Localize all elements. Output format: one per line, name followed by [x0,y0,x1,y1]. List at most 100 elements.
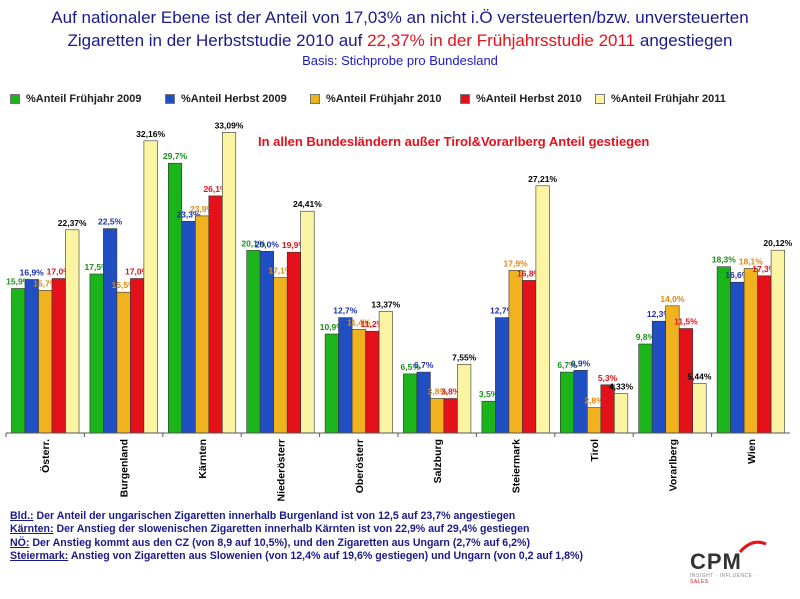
data-label-1-3: 17,0% [125,267,150,277]
data-label-9-4: 20,12% [763,238,792,248]
legend-item-5: %Anteil Frühjahr 2011 [595,93,726,105]
bar-2-2 [195,215,210,434]
bar-3-1 [259,251,275,434]
bar-2-1 [181,221,196,434]
bar-8-0 [638,343,653,434]
data-label-5-3: 3,8% [441,387,461,397]
footnote-key: Steiermark: [10,549,69,562]
bar-7-3 [600,384,615,434]
footnote-text: Der Anteil der ungarischen Zigaretten in… [33,510,516,522]
data-label-4-2: 11,4% [347,317,371,327]
data-label-3-3: 19,9% [282,240,307,250]
legend-item-1: %Anteil Frühjahr 2009 [10,93,142,105]
data-label-8-0: 9,8% [636,332,656,342]
bar-4-0 [324,333,339,434]
x-tick-label-4: Oberösterr [354,439,366,493]
data-label-9-2: 18,1% [739,257,764,267]
legend-item-2: %Anteil Herbst 2009 [165,93,287,105]
legend-item-3: %Anteil Frühjahr 2010 [310,93,442,105]
footnote-key: Kärnten: [10,523,54,536]
legend-swatch [595,94,605,105]
data-label-5-2: 3,8% [428,387,448,397]
footnote-text: Der Anstieg der slowenischen Zigaretten … [53,523,530,536]
data-label-9-0: 18,3% [712,255,737,265]
data-label-6-0: 3,5% [479,389,499,399]
data-label-4-1: 12,7% [333,306,358,316]
data-label-1-4: 32,16% [136,129,165,139]
data-label-2-4: 33,09% [215,120,244,130]
bar-6-1 [495,317,510,434]
data-label-1-2: 15,5% [112,280,137,290]
bar-9-1 [730,281,745,434]
bar-2-4 [222,132,237,434]
legend-swatch [165,94,175,105]
bar-4-1 [338,317,353,434]
title-line-2-suffix: angestiegen [635,31,733,50]
title-line-1: Auf nationaler Ebene ist der Anteil von … [51,8,749,27]
data-label-4-4: 13,37% [371,300,400,310]
bar-2-0 [168,162,183,434]
bar-5-3 [443,398,458,434]
data-label-4-0: 10,9% [320,322,345,332]
bar-3-2 [273,277,288,434]
legend-label: %Anteil Frühjahr 2011 [611,93,726,105]
data-label-0-2: 15,7% [33,278,58,288]
data-label-2-2: 23,9% [190,204,215,214]
x-tick-label-2: Kärnten [197,439,209,479]
title-line-2-highlight: 22,37% in der Frühjahrsstudie 2011 [367,31,636,50]
footnote-key: NÖ: [10,536,30,549]
bar-7-2 [586,407,602,434]
legend-swatch [310,94,320,105]
subtitle: Basis: Stichprobe pro Bundesland [302,53,498,68]
data-label-4-3: 11,2% [360,319,384,329]
bar-6-4 [535,185,550,434]
bar-8-4 [692,383,707,434]
data-label-5-1: 6,7% [414,360,434,370]
legend-label: %Anteil Herbst 2009 [181,93,287,105]
data-label-3-1: 20,0% [255,239,280,249]
footnote-text: Anstieg von Zigaretten aus Slowenien (vo… [68,549,583,562]
chart-annotation: In allen Bundesländern außer Tirol&Vorar… [258,134,650,149]
data-label-0-1: 16,9% [20,268,45,278]
x-tick-label-7: Tirol [589,439,601,462]
bar-9-0 [716,266,731,434]
data-label-3-0: 20,1% [241,238,266,248]
bar-8-1 [651,320,667,434]
legend-label: %Anteil Frühjahr 2010 [326,93,442,105]
data-label-7-3: 5,3% [598,373,618,383]
bar-3-0 [246,250,261,434]
data-label-0-0: 15,9% [6,277,31,287]
bar-1-0 [89,273,104,434]
data-label-7-0: 6,7% [557,360,577,370]
cpm-logo: CPM INSIGHT · INFLUENCE · SALES [690,549,760,585]
bar-0-0 [11,288,26,434]
bar-4-4 [378,311,393,434]
data-label-8-3: 11,5% [674,317,698,327]
bar-3-3 [286,251,302,434]
data-label-6-4: 27,21% [528,174,557,184]
legend-item-4: %Anteil Herbst 2010 [460,93,582,105]
logo-swoosh-icon [738,540,767,554]
logo-tag-part-1: INSIGHT · INFLUENCE · [690,573,757,579]
bar-0-4 [65,229,80,434]
data-label-7-1: 6,9% [571,358,591,368]
x-tick-label-1: Burgenland [119,439,131,497]
data-label-2-0: 29,7% [163,151,188,161]
footnote-4: Steiermark: Anstieg von Zigaretten aus S… [10,550,670,563]
bar-9-3 [757,275,772,434]
data-label-1-0: 17,5% [85,262,110,272]
bar-2-3 [208,195,223,434]
logo-tagline: INSIGHT · INFLUENCE · SALES [690,573,760,585]
data-label-9-1: 16,6% [725,270,750,280]
data-label-7-4: 4,33% [609,382,634,392]
bar-0-2 [38,290,53,434]
footnote-text: Der Anstieg kommt aus den CZ (von 8,9 au… [29,536,530,549]
bar-4-3 [365,330,380,434]
bar-5-0 [403,373,418,434]
data-label-8-4: 5,44% [687,372,712,382]
bar-5-4 [457,364,472,434]
bar-6-3 [522,280,537,434]
title-line-2: Zigaretten in der Herbststudie 2010 auf … [0,31,800,51]
data-label-0-4: 22,37% [58,218,87,228]
x-tick-label-9: Wien [746,439,758,464]
